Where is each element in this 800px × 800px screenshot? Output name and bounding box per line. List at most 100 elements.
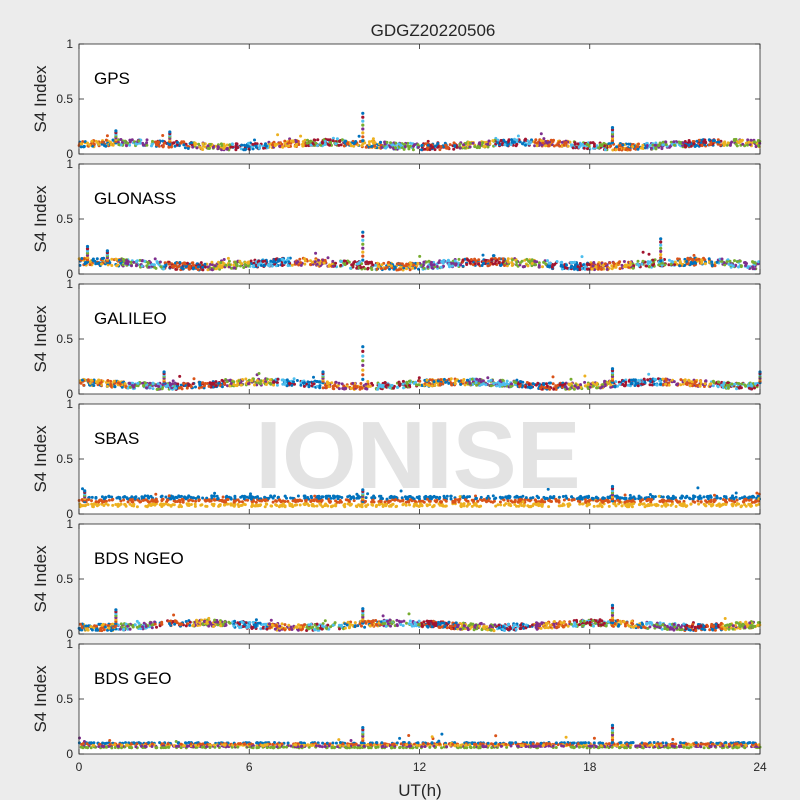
data-point <box>232 380 236 384</box>
data-point <box>697 502 701 506</box>
data-point <box>225 146 229 150</box>
data-point <box>107 498 111 502</box>
data-point <box>425 378 429 382</box>
data-point <box>376 387 380 391</box>
data-point <box>364 387 368 391</box>
data-point <box>98 381 102 385</box>
data-point <box>541 265 544 269</box>
data-point <box>607 504 611 508</box>
data-point <box>589 141 593 145</box>
data-point <box>196 268 200 272</box>
data-point <box>628 263 632 267</box>
data-point <box>253 138 256 142</box>
data-point <box>571 146 575 150</box>
data-point <box>123 382 127 386</box>
data-point <box>122 498 126 502</box>
data-point <box>298 257 302 261</box>
data-point <box>490 258 494 262</box>
data-point <box>317 258 320 262</box>
data-point <box>537 261 541 265</box>
data-point <box>153 140 157 144</box>
data-point <box>621 143 625 147</box>
data-point <box>624 378 628 382</box>
data-point <box>623 384 627 388</box>
data-point <box>719 143 723 147</box>
data-point <box>225 380 229 384</box>
data-point <box>373 141 377 145</box>
data-point <box>407 379 411 383</box>
data-point <box>548 140 551 144</box>
data-point <box>511 262 515 266</box>
data-point <box>278 144 282 148</box>
data-point <box>744 264 748 267</box>
data-point <box>565 263 568 267</box>
data-point <box>283 141 287 145</box>
data-point <box>740 382 744 386</box>
data-point <box>186 261 189 265</box>
data-point <box>569 266 573 269</box>
data-point <box>436 379 440 383</box>
data-point <box>563 382 567 386</box>
data-point <box>685 381 689 385</box>
data-point <box>90 139 94 143</box>
data-point <box>199 261 203 265</box>
data-point <box>603 383 607 386</box>
data-point <box>513 140 516 144</box>
data-point <box>690 384 694 388</box>
data-point <box>623 493 627 497</box>
data-point <box>217 145 220 149</box>
data-point <box>104 499 108 503</box>
spike-point <box>361 234 365 238</box>
data-point <box>239 264 242 268</box>
data-point <box>157 140 160 144</box>
data-point <box>242 266 246 269</box>
data-point <box>747 140 751 144</box>
data-point <box>707 138 711 142</box>
data-point <box>310 384 314 388</box>
data-point <box>737 141 741 144</box>
spike-point <box>85 244 90 249</box>
data-point <box>234 148 238 152</box>
data-point <box>566 144 570 148</box>
data-point <box>110 257 114 261</box>
data-point <box>719 496 722 500</box>
data-point <box>408 268 412 272</box>
data-point <box>717 380 720 384</box>
data-point <box>327 385 331 389</box>
data-point <box>263 259 267 263</box>
data-point <box>267 264 271 268</box>
data-point <box>401 382 405 386</box>
data-point <box>568 383 572 387</box>
data-point <box>539 132 543 136</box>
data-point <box>164 502 168 506</box>
data-point <box>754 145 758 149</box>
data-point <box>281 145 285 149</box>
data-point <box>560 267 564 271</box>
data-point <box>177 386 181 390</box>
data-point <box>537 265 541 269</box>
data-point <box>164 385 168 389</box>
data-point <box>405 262 409 266</box>
data-point <box>499 139 503 142</box>
data-point <box>757 144 761 147</box>
data-point <box>358 140 362 143</box>
spike-point <box>361 368 365 372</box>
data-point <box>711 379 715 383</box>
data-point <box>206 265 210 269</box>
data-point <box>97 378 101 382</box>
data-point <box>497 257 501 261</box>
data-point <box>594 265 598 269</box>
data-point <box>582 146 586 150</box>
data-point <box>610 264 614 268</box>
data-point <box>268 378 272 382</box>
data-point <box>194 266 198 270</box>
y-tick-label: 0.5 <box>56 92 73 106</box>
data-point <box>228 263 232 267</box>
data-point <box>610 267 614 271</box>
data-point <box>351 381 355 385</box>
data-point <box>576 265 580 269</box>
data-point <box>587 494 591 498</box>
data-point <box>303 259 307 263</box>
data-point <box>675 383 679 387</box>
data-point <box>593 268 596 272</box>
